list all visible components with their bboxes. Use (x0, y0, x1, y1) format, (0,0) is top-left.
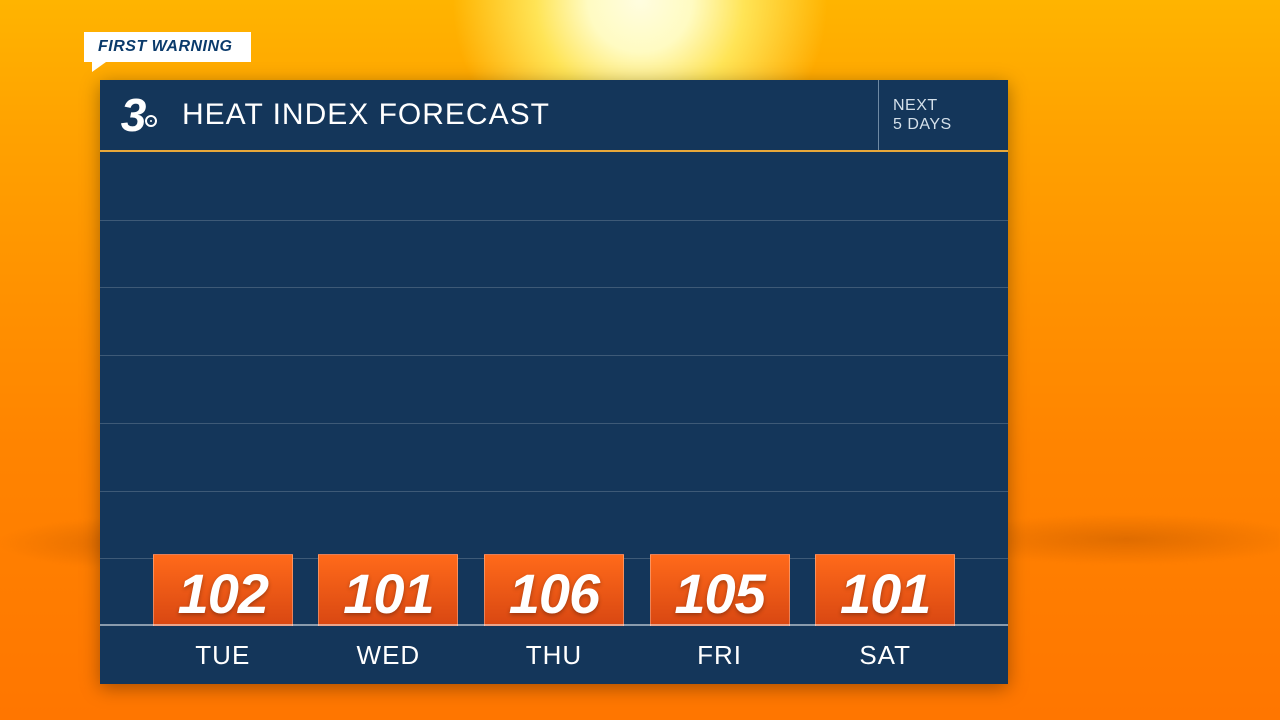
bar-value: 102 (178, 561, 268, 626)
card-subtitle: NEXT 5 DAYS (878, 80, 1008, 150)
bar: 105 (650, 554, 790, 626)
bar-wrap: 101 (815, 554, 955, 626)
bar: 101 (815, 554, 955, 626)
card-title: HEAT INDEX FORECAST (178, 80, 878, 150)
bar-wrap: 101 (318, 554, 458, 626)
subtitle-line1: NEXT (893, 96, 1008, 115)
chart-plot-area: 102 101 106 105 101 (100, 152, 1008, 626)
bar: 102 (153, 554, 293, 626)
logo-3-icon: 3 (121, 88, 158, 142)
tag-label: FIRST WARNING (98, 38, 233, 55)
forecast-card: 3 HEAT INDEX FORECAST NEXT 5 DAYS 102 101… (100, 80, 1008, 684)
bar-value: 105 (674, 561, 764, 626)
first-warning-tag: FIRST WARNING (84, 32, 251, 62)
bar-value: 101 (840, 561, 930, 626)
x-axis-label: WED (318, 640, 458, 671)
bar-value: 101 (343, 561, 433, 626)
bars-container: 102 101 106 105 101 (140, 152, 968, 626)
bar-value: 106 (509, 561, 599, 626)
bar: 106 (484, 554, 624, 626)
card-header: 3 HEAT INDEX FORECAST NEXT 5 DAYS (100, 80, 1008, 152)
bar-wrap: 106 (484, 554, 624, 626)
x-axis-label: SAT (815, 640, 955, 671)
bar-wrap: 102 (153, 554, 293, 626)
x-axis-labels: TUE WED THU FRI SAT (140, 626, 968, 684)
subtitle-line2: 5 DAYS (893, 115, 1008, 134)
bar: 101 (318, 554, 458, 626)
x-axis-label: THU (484, 640, 624, 671)
station-logo: 3 (100, 80, 178, 150)
x-axis-label: TUE (153, 640, 293, 671)
bar-wrap: 105 (650, 554, 790, 626)
x-axis-label: FRI (650, 640, 790, 671)
